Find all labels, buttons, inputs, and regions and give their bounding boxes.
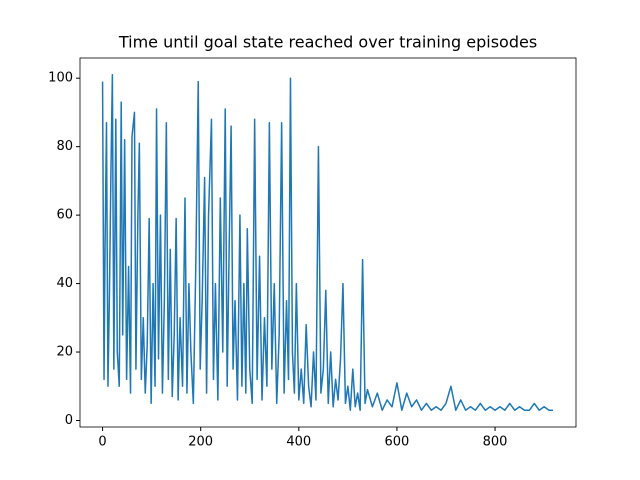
y-tick-label: 0: [65, 413, 73, 428]
y-tick-label: 60: [56, 208, 73, 223]
x-tick-label: 200: [188, 435, 213, 450]
x-tick-label: 600: [385, 435, 410, 450]
data-line: [101, 74, 553, 411]
plot-frame: [79, 57, 577, 428]
x-tick-label: 800: [483, 435, 508, 450]
x-tick-label: 0: [98, 435, 106, 450]
chart-title: Time until goal state reached over train…: [118, 33, 537, 52]
y-tick-label: 40: [56, 276, 73, 291]
y-tick-label: 80: [56, 139, 73, 154]
y-tick-label: 100: [48, 71, 73, 86]
y-tick-label: 20: [56, 345, 73, 360]
x-tick-label: 400: [286, 435, 311, 450]
